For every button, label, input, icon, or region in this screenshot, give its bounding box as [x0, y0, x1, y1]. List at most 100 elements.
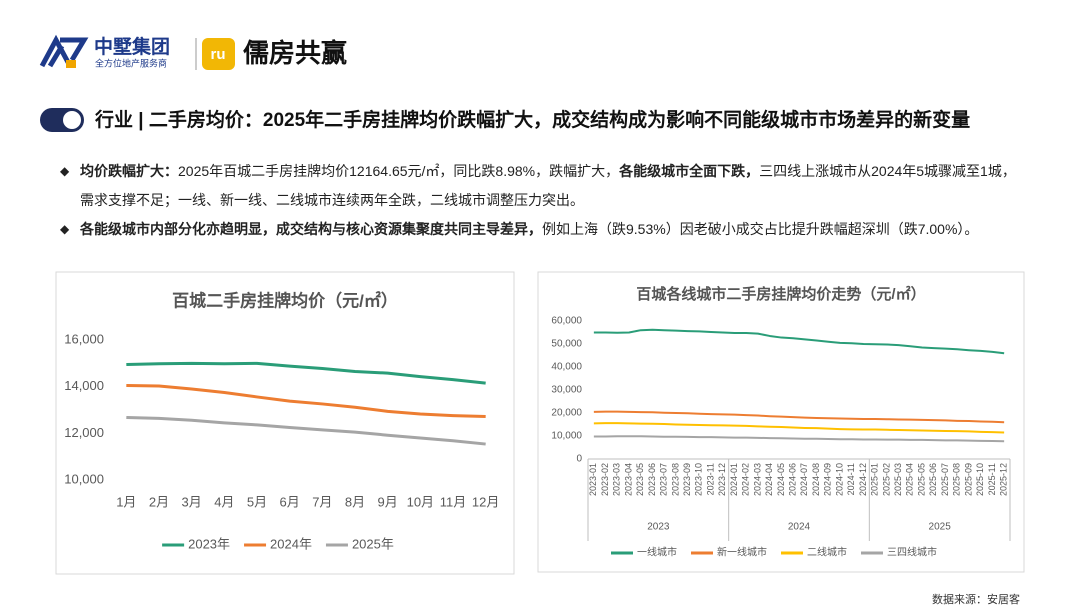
x-tick-label: 2024-06 [788, 463, 798, 496]
y-tick-label: 0 [576, 454, 582, 465]
x-tick-label: 2023-08 [670, 463, 680, 496]
y-tick-label: 60,000 [551, 316, 582, 327]
brand-name: 儒房共赢 [243, 38, 347, 68]
x-tick-label: 9月 [378, 494, 398, 509]
x-tick-label: 2024-10 [834, 463, 844, 496]
x-tick-label: 2025-04 [905, 463, 915, 496]
chart-frame [537, 271, 1025, 573]
series-line [593, 435, 1005, 443]
bullet-marker: ◆ [60, 222, 70, 236]
brand-icon-text: ru [211, 46, 226, 63]
x-group-label: 2023 [647, 522, 670, 533]
x-tick-label: 2025-05 [916, 463, 926, 496]
y-tick-label: 10,000 [551, 431, 582, 442]
x-tick-label: 12月 [472, 494, 499, 509]
x-tick-label: 3月 [182, 494, 202, 509]
x-tick-label: 11月 [440, 494, 467, 509]
x-tick-label: 2025-12 [999, 463, 1009, 496]
x-tick-label: 2023-01 [588, 463, 598, 496]
x-tick-label: 1月 [116, 494, 136, 509]
x-tick-label: 5月 [247, 494, 267, 509]
text: 三四线上涨城市从2024年5城骤减至1城，需求支撑不足；一线、新一线、二线城市连… [80, 163, 1016, 208]
logo-accent [66, 60, 76, 68]
x-tick-label: 2025-08 [952, 463, 962, 496]
bullet-text: 各能级城市内部分化亦趋明显，成交结构与核心资源集聚度共同主导差异，例如上海（跌9… [80, 215, 1020, 244]
chart-title: 百城二手房挂牌均价（元/㎡） [172, 290, 398, 310]
x-tick-label: 2023-04 [623, 463, 633, 496]
x-tick-label: 2025-10 [975, 463, 985, 496]
y-tick-label: 10,000 [64, 471, 104, 486]
bullet: ◆ 各能级城市内部分化亦趋明显，成交结构与核心资源集聚度共同主导差异，例如上海（跌… [60, 215, 1020, 244]
legend-label: 2024年 [270, 536, 312, 551]
x-tick-label: 2023-12 [717, 463, 727, 496]
series-line [593, 422, 1005, 434]
x-tick-label: 2024-11 [846, 463, 856, 495]
text: 例如上海（跌9.53%）因老破小成交占比提升跌幅超深圳（跌7.00%）。 [542, 221, 979, 237]
x-tick-label: 2024-09 [823, 463, 833, 496]
source-note: 数据来源：安居客 [932, 592, 1020, 606]
title-toggle-knob [63, 111, 81, 129]
y-tick-label: 50,000 [551, 339, 582, 350]
x-tick-label: 2023-07 [659, 463, 669, 496]
x-tick-label: 2月 [149, 494, 169, 509]
x-tick-label: 2023-10 [694, 463, 704, 496]
x-tick-label: 2025-03 [893, 463, 903, 496]
x-tick-label: 2023-09 [682, 463, 692, 496]
x-tick-label: 2024-07 [799, 463, 809, 496]
logo-mark [39, 34, 89, 68]
x-tick-label: 2023-02 [600, 463, 610, 496]
x-group-label: 2025 [929, 522, 952, 533]
x-tick-label: 2024-02 [741, 463, 751, 496]
bullet-text: 均价跌幅扩大：2025年百城二手房挂牌均价12164.65元/㎡，同比跌8.98… [80, 157, 1020, 215]
series-line [126, 384, 486, 419]
legend-label: 一线城市 [637, 546, 677, 559]
text: 2025年百城二手房挂牌均价12164.65元/㎡，同比跌8.98%，跌幅扩大， [178, 163, 620, 179]
series-line [126, 415, 486, 446]
x-tick-label: 2024-03 [752, 463, 762, 496]
x-tick-label: 2024-08 [811, 463, 821, 496]
x-tick-label: 2025-06 [928, 463, 938, 496]
bold-text: 各能级城市内部分化亦趋明显，成交结构与核心资源集聚度共同主导差异， [80, 221, 542, 237]
x-tick-label: 2025-07 [940, 463, 950, 496]
y-tick-label: 14,000 [64, 378, 104, 393]
legend-label: 二线城市 [807, 546, 847, 559]
x-tick-label: 10月 [407, 494, 434, 509]
x-tick-label: 8月 [345, 494, 365, 509]
legend-label: 新一线城市 [717, 546, 767, 559]
x-tick-label: 4月 [214, 494, 234, 509]
bold-text: 均价跌幅扩大： [80, 163, 178, 179]
y-tick-label: 16,000 [64, 331, 104, 346]
x-tick-label: 2023-11 [705, 463, 715, 495]
brand-icon [202, 38, 235, 70]
y-tick-label: 12,000 [64, 425, 104, 440]
company-slogan: 全方位地产服务商 [95, 57, 167, 68]
logo [39, 34, 89, 68]
x-tick-label: 2023-05 [635, 463, 645, 496]
x-group-label: 2024 [788, 522, 811, 533]
x-tick-label: 2025-11 [987, 463, 997, 495]
x-tick-label: 7月 [312, 494, 332, 509]
chart-frame [55, 271, 515, 575]
x-tick-label: 2024-01 [729, 463, 739, 496]
bold-text: 各能级城市全面下跌， [619, 163, 760, 179]
y-tick-label: 30,000 [551, 385, 582, 396]
y-tick-label: 40,000 [551, 362, 582, 373]
x-tick-label: 2024-12 [858, 463, 868, 496]
x-tick-label: 6月 [280, 494, 300, 509]
legend-label: 三四线城市 [887, 546, 937, 559]
x-tick-label: 2023-06 [647, 463, 657, 496]
chart-title: 百城各线城市二手房挂牌均价走势（元/㎡） [636, 285, 925, 303]
series-line [126, 361, 486, 385]
slide-title: 行业 | 二手房均价：2025年二手房挂牌均价跌幅扩大，成交结构成为影响不同能级… [94, 108, 970, 131]
bullet-marker: ◆ [60, 164, 70, 178]
x-tick-label: 2025-09 [963, 463, 973, 496]
x-tick-label: 2024-04 [764, 463, 774, 496]
x-tick-label: 2024-05 [776, 463, 786, 496]
x-tick-label: 2025-01 [870, 463, 880, 496]
x-tick-label: 2025-02 [881, 463, 891, 496]
series-line [593, 410, 1005, 424]
x-tick-label: 2023-03 [612, 463, 622, 496]
company-name: 中墅集团 [94, 35, 170, 58]
